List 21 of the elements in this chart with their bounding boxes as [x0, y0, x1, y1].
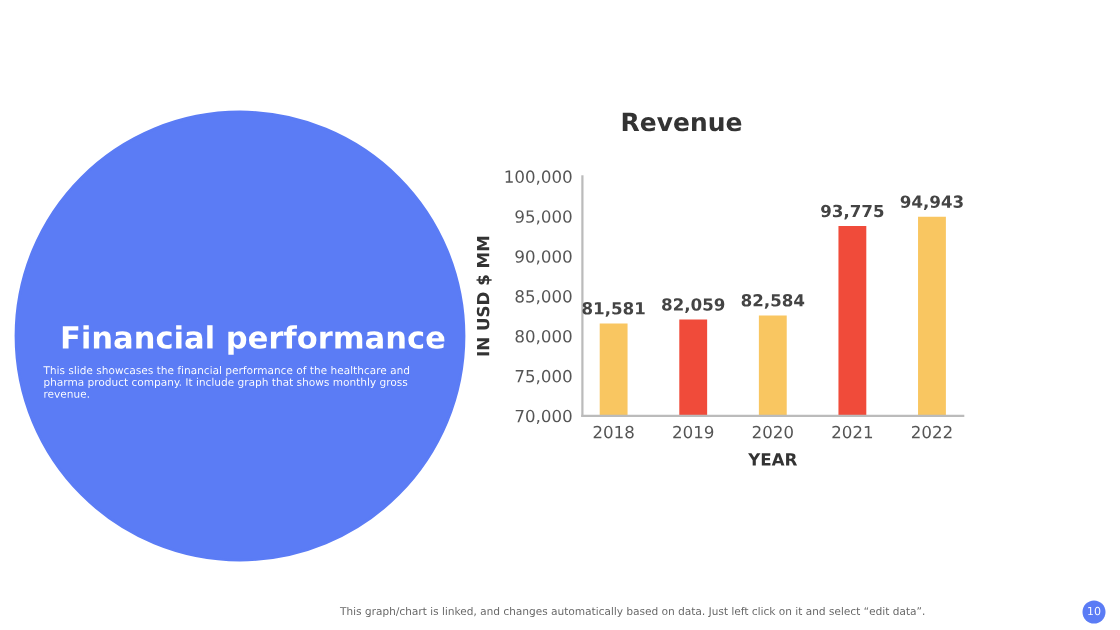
x-tick-label: 2018 — [593, 425, 634, 439]
y-tick-label: 85,000 — [515, 290, 572, 305]
data-label: 82,584 — [741, 293, 805, 309]
y-tick-label: 95,000 — [515, 210, 572, 225]
chart-title: Revenue — [622, 112, 742, 132]
x-tick-label: 2022 — [911, 425, 952, 439]
data-label: 82,059 — [662, 298, 725, 313]
x-tick-label: 2020 — [752, 425, 793, 439]
data-label: 81,581 — [582, 301, 645, 317]
text: Financial performance — [62, 325, 445, 355]
y-tick-label: 75,000 — [515, 369, 572, 385]
data-label: 94,943 — [900, 195, 963, 211]
y-tick-label: 80,000 — [515, 329, 572, 345]
x-tick-label: 2021 — [832, 425, 873, 439]
x-axis-title: YEAR — [748, 453, 798, 466]
x-tick-label: 2019 — [673, 425, 714, 439]
data-label: 93,775 — [821, 204, 884, 220]
y-tick-label: 90,000 — [515, 250, 572, 265]
y-tick-label: 70,000 — [515, 409, 572, 425]
y-axis-title: IN USD $ MM — [476, 236, 492, 356]
y-tick-label: 100,000 — [505, 170, 572, 185]
